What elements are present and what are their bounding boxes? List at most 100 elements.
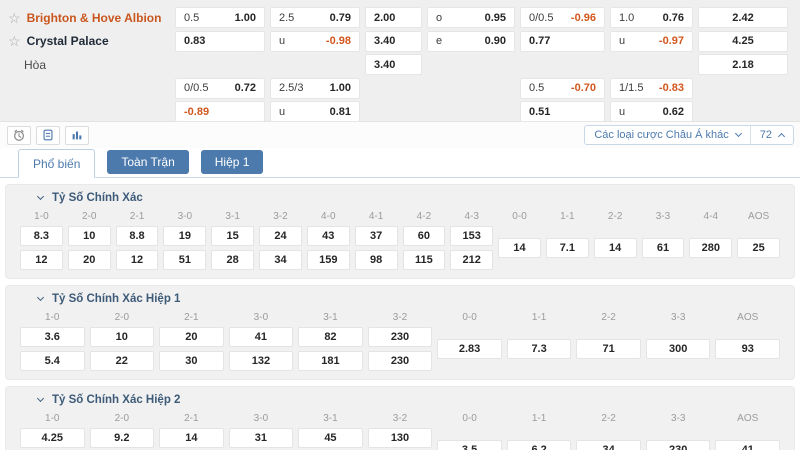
odds-cell[interactable]: 4.25 xyxy=(698,30,788,52)
score-odds-cell[interactable]: 24 xyxy=(259,226,302,246)
score-odds-cell[interactable]: 9.2 xyxy=(89,428,155,448)
odds-cell[interactable]: 3.40 xyxy=(365,30,422,52)
score-odds-cell[interactable]: 14 xyxy=(593,238,637,258)
market-count-toggle[interactable]: 72 xyxy=(749,126,793,144)
odds-line-label: e xyxy=(436,35,443,47)
odds-line-label: u xyxy=(279,105,286,118)
score-odds-cell[interactable]: 19 xyxy=(163,226,207,246)
score-odds-cell[interactable]: 6.2 xyxy=(506,440,572,450)
odds-cell[interactable]: 2.00 xyxy=(365,7,422,28)
odds-cell[interactable]: o 0.95 xyxy=(427,7,515,28)
score-odds-cell[interactable]: 43 xyxy=(306,226,350,246)
section-header[interactable]: Tỷ Số Chính Xác xyxy=(20,189,780,205)
score-odds-cell[interactable]: 230 xyxy=(367,327,433,347)
score-odds-cell[interactable]: 7.3 xyxy=(506,339,572,359)
odds-cell[interactable]: 2.5 0.79 xyxy=(270,7,360,28)
score-odds-cell[interactable]: 12 xyxy=(20,250,63,270)
odds-cell[interactable]: -0.89 xyxy=(175,101,265,122)
section-header[interactable]: Tỷ Số Chính Xác Hiệp 2 xyxy=(20,391,780,407)
clock-icon[interactable] xyxy=(7,125,31,145)
odds-cell[interactable]: e 0.90 xyxy=(427,30,515,52)
score-odds-cell[interactable]: 14 xyxy=(159,428,224,448)
score-odds-cell[interactable]: 22 xyxy=(89,351,155,371)
odds-cell[interactable]: 2.5/3 1.00 xyxy=(270,77,360,99)
score-odds-cell[interactable]: 159 xyxy=(306,250,350,270)
score-odds-cell[interactable]: 41 xyxy=(228,327,294,347)
odds-line-label: u xyxy=(619,35,626,47)
score-odds-cell[interactable]: 230 xyxy=(645,440,711,450)
odds-cell[interactable]: 0.83 xyxy=(175,30,265,52)
score-odds-cell[interactable]: 14 xyxy=(498,238,541,258)
score-odds-cell[interactable]: 153 xyxy=(450,226,494,246)
odds-cell[interactable]: 1/1.5 -0.83 xyxy=(610,77,693,99)
odds-cell[interactable]: 0.5 -0.70 xyxy=(520,77,605,99)
score-odds-cell[interactable]: 10 xyxy=(67,226,111,246)
score-odds-cell[interactable]: 8.8 xyxy=(115,226,159,246)
score-odds-cell[interactable]: 5.4 xyxy=(20,351,85,371)
score-odds-cell[interactable]: 2.83 xyxy=(437,339,502,359)
odds-line-label: u xyxy=(619,105,626,118)
odds-cell[interactable]: 3.40 xyxy=(365,54,422,75)
odds-cell[interactable]: 0/0.5 0.72 xyxy=(175,77,265,99)
score-odds-cell[interactable]: 25 xyxy=(737,238,780,258)
score-odds-cell[interactable]: 31 xyxy=(228,428,294,448)
score-odds-cell[interactable]: 12 xyxy=(115,250,159,270)
tab-first-half[interactable]: Hiệp 1 xyxy=(200,150,264,174)
score-odds-cell[interactable]: 45 xyxy=(298,428,363,448)
score-odds-cell[interactable]: 98 xyxy=(354,250,398,270)
score-odds-cell[interactable]: 30 xyxy=(159,351,224,371)
stats-icon[interactable] xyxy=(65,125,89,145)
team-row: ☆ Brighton & Hove Albion xyxy=(4,7,170,28)
score-odds-cell[interactable]: 8.3 xyxy=(20,226,63,246)
odds-cell[interactable]: u 0.62 xyxy=(610,101,693,122)
odds-cell[interactable]: 2.42 xyxy=(698,7,788,28)
score-odds-cell[interactable]: 3.5 xyxy=(437,440,502,450)
score-odds-cell[interactable]: 20 xyxy=(67,250,111,270)
odds-cell[interactable]: u 0.81 xyxy=(270,101,360,122)
score-column-header: AOS xyxy=(737,413,759,424)
score-odds-cell[interactable]: 34 xyxy=(576,440,641,450)
score-odds-cell[interactable]: 82 xyxy=(298,327,363,347)
score-odds-cell[interactable]: 51 xyxy=(163,250,207,270)
score-odds-cell[interactable]: 300 xyxy=(645,339,711,359)
odds-cell[interactable]: 2.18 xyxy=(698,54,788,75)
score-column-header: 4-2 xyxy=(416,211,432,222)
tab-popular[interactable]: Phổ biến xyxy=(18,149,96,178)
section-header[interactable]: Tỷ Số Chính Xác Hiệp 1 xyxy=(20,290,780,306)
score-odds-cell[interactable]: 15 xyxy=(211,226,255,246)
toolbar: Các loại cược Châu Á khác 72 xyxy=(0,122,800,148)
odds-cell[interactable]: 0.77 xyxy=(520,30,605,52)
odds-cell[interactable]: 0.51 xyxy=(520,101,605,122)
score-odds-cell[interactable]: 93 xyxy=(715,339,780,359)
score-odds-cell[interactable]: 115 xyxy=(402,250,446,270)
score-odds-cell[interactable]: 132 xyxy=(228,351,294,371)
score-odds-cell[interactable]: 4.25 xyxy=(20,428,85,448)
score-odds-cell[interactable]: 130 xyxy=(367,428,433,448)
score-odds-cell[interactable]: 34 xyxy=(259,250,302,270)
score-odds-cell[interactable]: 7.1 xyxy=(545,238,589,258)
score-odds-cell[interactable]: 10 xyxy=(89,327,155,347)
favorite-star-icon[interactable]: ☆ xyxy=(8,9,21,26)
score-odds-cell[interactable]: 41 xyxy=(715,440,780,450)
odds-cell[interactable]: 0/0.5 -0.96 xyxy=(520,7,605,28)
score-odds-cell[interactable]: 60 xyxy=(402,226,446,246)
score-odds-cell[interactable]: 20 xyxy=(159,327,224,347)
score-odds-cell[interactable]: 71 xyxy=(576,339,641,359)
tab-full-match[interactable]: Toàn Trận xyxy=(107,150,189,174)
score-odds-cell[interactable]: 28 xyxy=(211,250,255,270)
other-asian-markets-dropdown[interactable]: Các loại cược Châu Á khác xyxy=(585,126,749,144)
favorite-star-icon[interactable]: ☆ xyxy=(8,33,21,49)
score-odds-cell[interactable]: 181 xyxy=(298,351,363,371)
score-odds-cell[interactable]: 230 xyxy=(367,351,433,371)
market-count: 72 xyxy=(759,129,772,141)
score-odds-cell[interactable]: 61 xyxy=(641,238,685,258)
score-odds-cell[interactable]: 37 xyxy=(354,226,398,246)
match-card-icon[interactable] xyxy=(36,125,60,145)
odds-cell[interactable]: u -0.98 xyxy=(270,30,360,52)
score-odds-cell[interactable]: 212 xyxy=(450,250,494,270)
odds-cell[interactable]: 1.0 0.76 xyxy=(610,7,693,28)
odds-cell[interactable]: u -0.97 xyxy=(610,30,693,52)
odds-cell[interactable]: 0.5 1.00 xyxy=(175,7,265,28)
score-odds-cell[interactable]: 280 xyxy=(689,238,733,258)
score-odds-cell[interactable]: 3.6 xyxy=(20,327,85,347)
